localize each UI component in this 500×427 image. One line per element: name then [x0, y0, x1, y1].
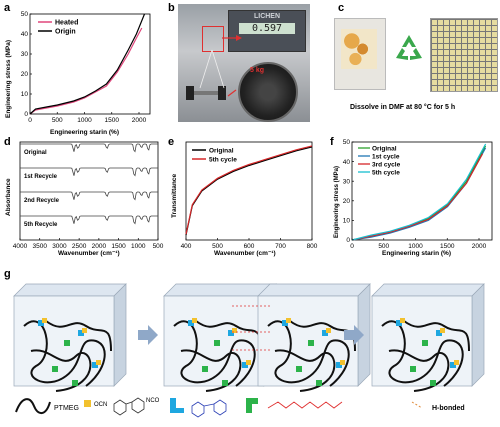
- panel-f-xtick: 1500: [440, 243, 455, 250]
- panel-a-ytick: 40: [21, 31, 29, 38]
- panel-d-xtick: 3500: [32, 243, 47, 250]
- scale-readout: 0.597: [239, 23, 295, 34]
- panel-f-ytick: 10: [343, 218, 351, 225]
- panel-a-xtick: 0: [28, 117, 32, 124]
- panel-f-ytick: 50: [343, 139, 351, 146]
- panel-f-chart: 0 500 1000 1500 2000 0 10 20 30 40 50 Engineering …: [334, 139, 493, 257]
- panel-a-ytick: 20: [21, 71, 29, 78]
- panel-e-xtick: 800: [307, 243, 318, 250]
- panel-c-label: c: [338, 2, 345, 14]
- ftir-trace: [20, 167, 158, 177]
- panel-e-xlabel: Wavenumber (cm⁻¹): [214, 250, 276, 257]
- series-original: [185, 146, 313, 236]
- panel-f-ytick: 20: [343, 198, 351, 205]
- panel-e-xtick: 400: [181, 243, 192, 250]
- dumbbell: [186, 86, 226, 100]
- panel-d-xtick: 2000: [92, 243, 107, 250]
- panel-d-ylabel: Absorbance: [5, 178, 12, 216]
- panel-e-xtick: 700: [275, 243, 286, 250]
- legend-nco: NCO: [146, 398, 160, 404]
- panel-f-label: f: [330, 136, 334, 148]
- panel-f-xtick: 500: [378, 243, 389, 250]
- panel-g-schematic: PTMEG OCN NCO H-bonded: [13, 283, 485, 418]
- recycle-icon: [392, 32, 426, 62]
- panel-f-xtick: 0: [350, 243, 354, 250]
- series-origin: [29, 13, 146, 115]
- panel-c-caption: Dissolve in DMF at 80 °C for 5 h: [350, 104, 456, 111]
- highlight-box: [202, 26, 224, 52]
- panel-c-film-photo: [430, 18, 498, 92]
- panel-f-legend-original: Original: [372, 146, 397, 153]
- panel-a-xtick: 2000: [132, 117, 147, 124]
- panel-a-ytick: 10: [21, 91, 29, 98]
- panel-d-xtick: 2500: [72, 243, 87, 250]
- panel-f-xtick: 2000: [472, 243, 487, 250]
- series-5th-cycle: [351, 143, 487, 241]
- panel-f-ylabel: Engineering stress (MPa): [334, 166, 340, 238]
- panel-d-xtick: 4000: [13, 243, 28, 250]
- panel-e-legend-original: Original: [209, 148, 234, 155]
- panel-e-label: e: [168, 136, 175, 148]
- panel-f-legend-5th: 5th cycle: [372, 170, 400, 177]
- panel-d-xtick: 1000: [131, 243, 146, 250]
- panel-e-xtick: 500: [212, 243, 223, 250]
- panel-a-xtick: 1000: [77, 117, 92, 124]
- panel-a-label: a: [4, 2, 11, 14]
- panel-a-ytick: 0: [24, 111, 28, 118]
- panel-d-trace-label-2nd: 2nd Recycle: [24, 198, 60, 204]
- panel-a-ytick: 50: [21, 11, 29, 18]
- panel-g-label: g: [4, 268, 11, 280]
- panel-d-trace-label-5th: 5th Recycle: [24, 222, 58, 228]
- panel-e-legend-5th: 5th cycle: [209, 157, 237, 164]
- panel-a-xtick: 500: [52, 117, 63, 124]
- panel-f-xtick: 1000: [408, 243, 423, 250]
- panel-a-chart: 0 500 1000 1500 2000 0 10 20 30 40 50 Engineering …: [5, 11, 151, 136]
- panel-a-xlabel: Engineering starin (%): [50, 129, 119, 136]
- panel-d-chart: 4000 3500 3000 2500 2000 1500 1000 500 Absorban…: [5, 141, 164, 257]
- panel-d-trace-label-1st: 1st Recycle: [24, 174, 58, 180]
- ftir-trace: [20, 191, 158, 201]
- scale-display: LICHEN 0.597: [228, 10, 306, 52]
- series-3rd-cycle: [351, 153, 484, 241]
- legend-h-bonded: H-bonded: [432, 405, 465, 412]
- series-5th-cycle: [185, 145, 313, 235]
- panel-f-ytick: 40: [343, 159, 351, 166]
- panel-f-ytick: 0: [346, 237, 350, 244]
- panel-d-xtick: 3000: [52, 243, 67, 250]
- panel-a-ytick: 30: [21, 51, 29, 58]
- panel-b-label: b: [168, 2, 175, 14]
- panel-e-chart: 400 500 600 700 800 Transmittance Wavenumber…: [171, 141, 318, 257]
- legend-ptmeg: PTMEG: [54, 405, 79, 412]
- panel-d-xtick: 500: [153, 243, 164, 250]
- panel-d-label: d: [4, 136, 11, 148]
- panel-a-legend-heated: Heated: [55, 20, 78, 27]
- panel-f-xlabel: Engineering starin (%): [382, 250, 451, 257]
- panel-e-xtick: 600: [244, 243, 255, 250]
- panel-a-legend-origin: Origin: [55, 29, 76, 36]
- panel-a-ylabel: Engineering stress (MPa): [5, 40, 12, 118]
- scale-brand-text: LICHEN: [253, 13, 281, 20]
- panel-e-ylabel: Transmittance: [171, 174, 178, 218]
- panel-d-xtick: 1500: [111, 243, 126, 250]
- panel-f-ytick: 30: [343, 178, 351, 185]
- panel-d-trace-label-original: Original: [24, 150, 47, 156]
- panel-d-xlabel: Wavenumber (cm⁻¹): [58, 250, 120, 257]
- panel-f-legend-3rd: 3rd cycle: [372, 162, 401, 169]
- legend-ocn: OCN: [94, 402, 107, 408]
- panel-a-xtick: 1500: [105, 117, 120, 124]
- panel-f-legend-1st: 1st cycle: [372, 154, 400, 161]
- panel-c-pellets-photo: [334, 18, 386, 90]
- panel-b-photo: LICHEN 0.597 5 kg: [178, 4, 310, 122]
- ftir-trace: [20, 143, 158, 153]
- weight-disk: [238, 62, 298, 122]
- weight-label: 5 kg: [250, 67, 265, 74]
- ftir-trace: [20, 215, 158, 225]
- series-heated: [29, 27, 143, 115]
